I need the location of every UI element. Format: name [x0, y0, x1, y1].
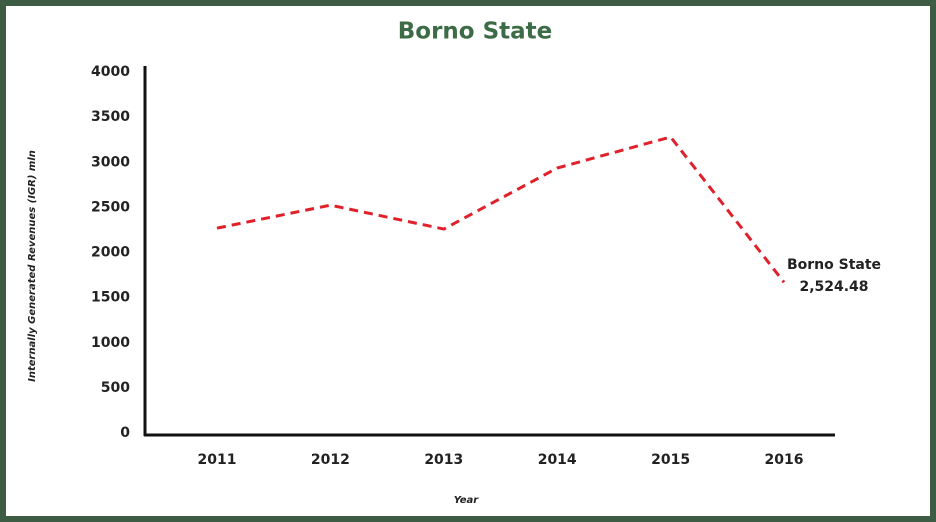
line [216, 135, 786, 284]
annotation-value: 2,524.48 [799, 279, 868, 295]
annotation-name: Borno State [787, 257, 881, 273]
x-tick-label: 2015 [651, 452, 690, 468]
x-tick-label: 2011 [198, 452, 237, 468]
chart-title: Borno State [398, 19, 553, 45]
y-tick-label: 4000 [91, 64, 130, 80]
y-axis-title: Internally Generated Revenues (IGR) mln [27, 150, 38, 382]
y-tick-label: 0 [120, 425, 130, 441]
x-axis-title: Year [454, 495, 479, 506]
x-tick-label: 2016 [765, 452, 804, 468]
y-tick-label: 1000 [91, 335, 130, 351]
y-tick-label: 1500 [91, 290, 130, 306]
y-tick-label: 3500 [91, 109, 130, 125]
y-tick-label: 2500 [91, 199, 130, 215]
x-tick-label: 2014 [538, 452, 577, 468]
x-tick-label: 2012 [311, 452, 350, 468]
x-tick-label: 2013 [424, 452, 463, 468]
y-tick-label: 500 [101, 380, 130, 396]
y-tick-label: 2000 [91, 245, 130, 261]
y-tick-label: 3000 [91, 154, 130, 170]
chart: Borno State Year Internally Generated Re… [27, 19, 881, 507]
